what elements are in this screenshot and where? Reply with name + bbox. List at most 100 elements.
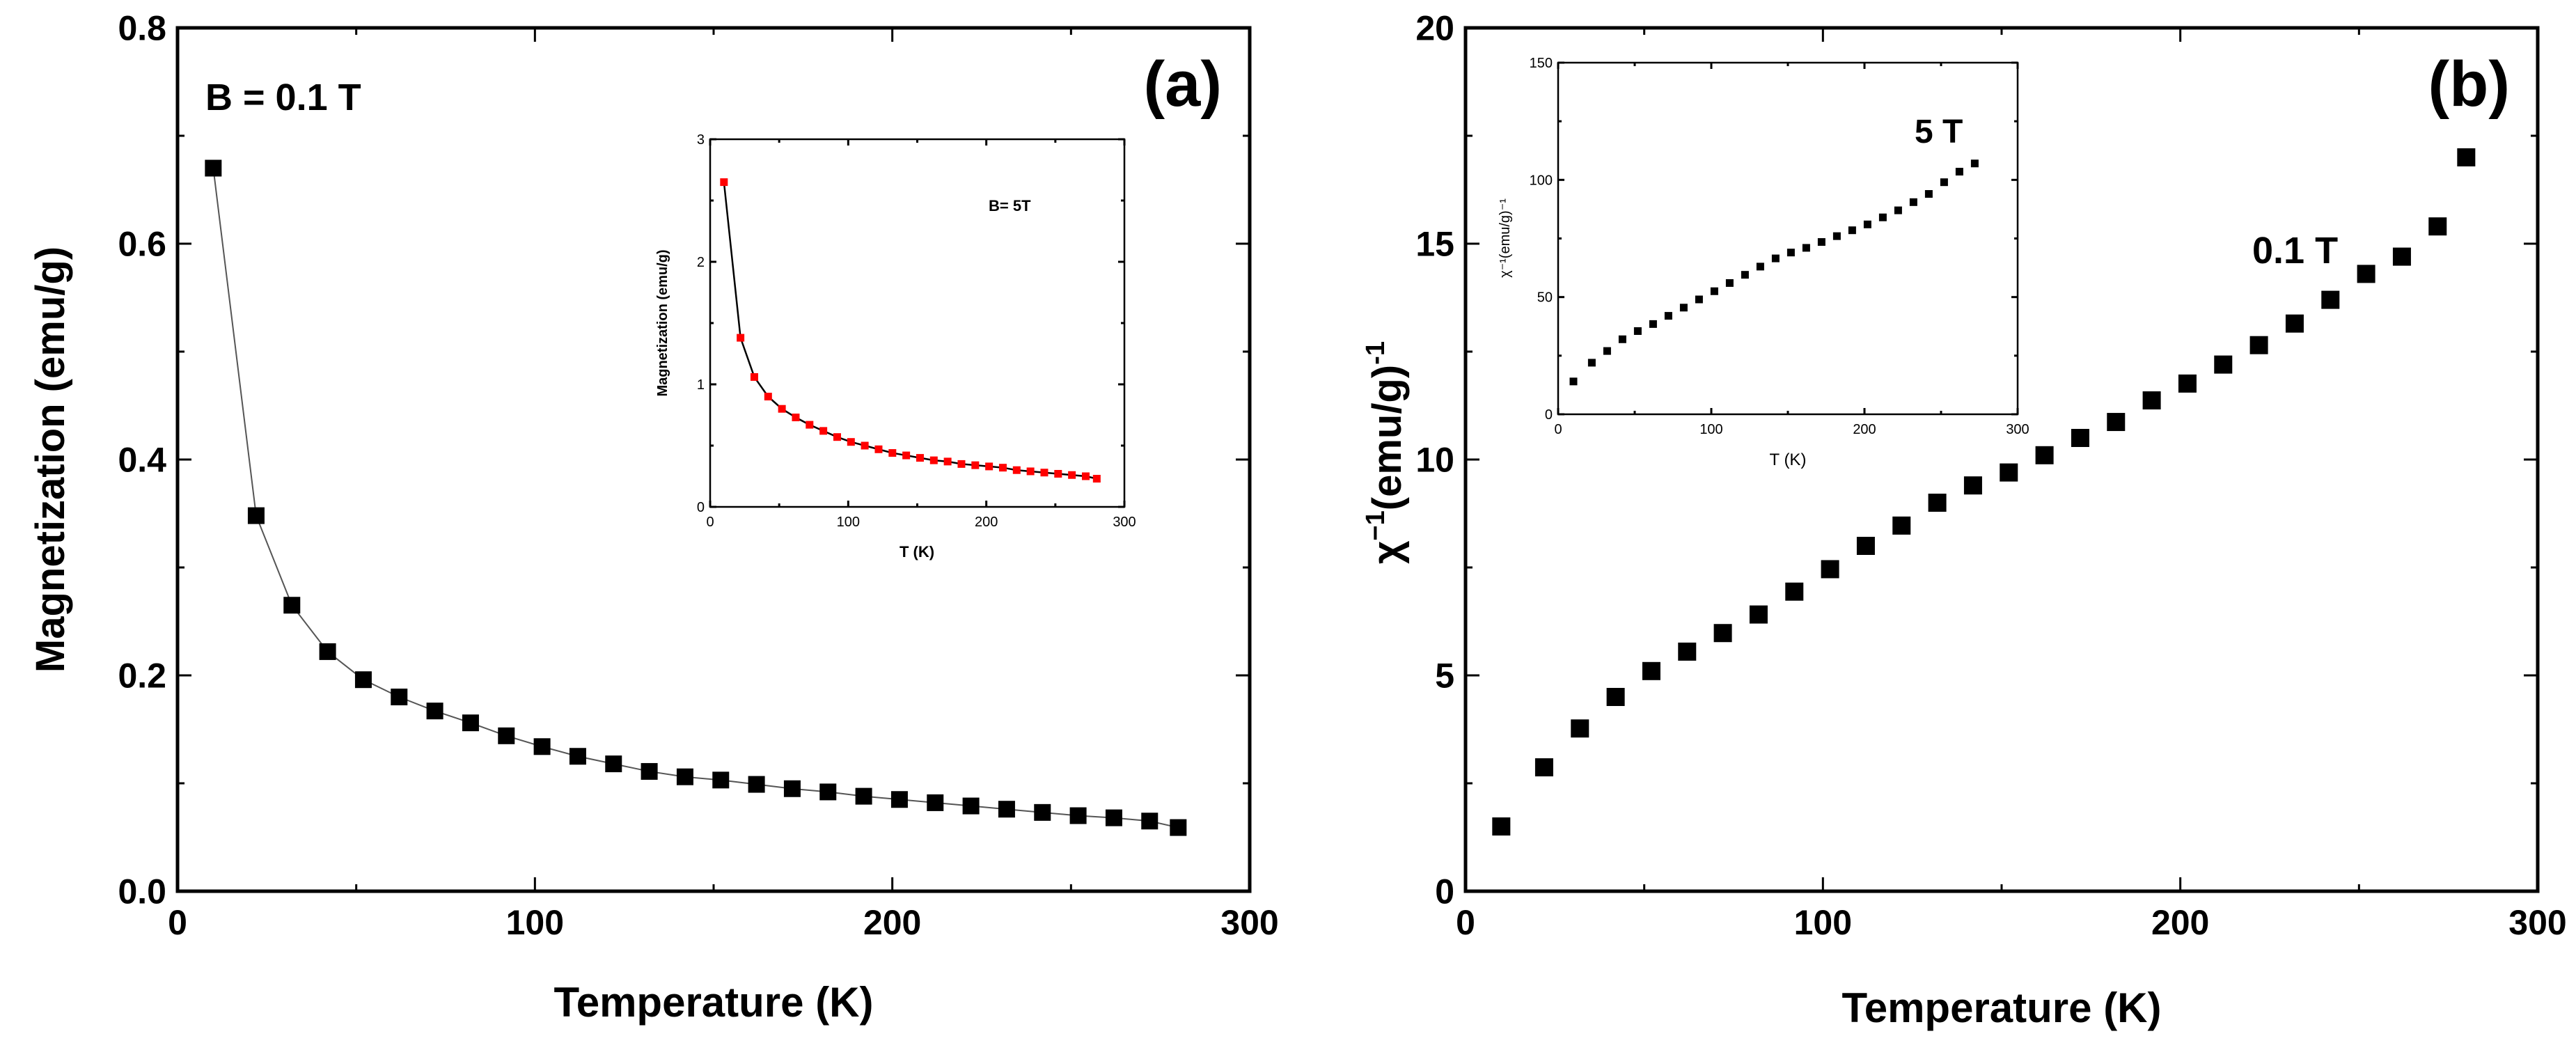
y-tick-label: 0.0 <box>118 872 166 911</box>
data-point <box>1802 244 1810 252</box>
data-point <box>1817 238 1825 246</box>
data-point <box>1026 467 1035 476</box>
data-point <box>462 714 479 732</box>
panel-a-inset-xlabel: T (K) <box>900 543 934 560</box>
x-tick-label: 200 <box>863 903 921 942</box>
data-point <box>1054 469 1062 478</box>
data-point <box>1713 624 1732 643</box>
data-point <box>806 421 814 429</box>
data-point <box>861 441 869 450</box>
data-point <box>2392 247 2411 266</box>
data-point <box>819 783 837 801</box>
data-point <box>1928 494 1947 512</box>
panel-a-inset-marks <box>720 178 1101 483</box>
data-point <box>1170 819 1187 836</box>
data-point <box>1771 254 1780 262</box>
panel-a-inset: 0 100 200 300 0 1 2 3 B= 5T T (K) Magnetization… <box>655 132 1136 560</box>
data-point <box>1848 226 1856 235</box>
data-point <box>1756 262 1764 271</box>
series-line <box>212 168 1179 829</box>
data-point <box>1642 661 1660 680</box>
data-point <box>605 755 622 773</box>
y-tick-label: 0.4 <box>118 441 166 480</box>
y-tick-label: 1 <box>697 377 705 393</box>
data-point <box>1679 304 1688 312</box>
data-point <box>855 787 872 805</box>
data-point <box>2357 265 2375 283</box>
data-point <box>2321 290 2340 309</box>
data-point <box>1569 377 1578 386</box>
data-point <box>929 456 938 464</box>
data-point <box>985 462 994 471</box>
data-point <box>783 780 801 797</box>
x-tick-label: 0 <box>168 903 187 942</box>
data-point <box>1695 295 1703 304</box>
data-point <box>2214 355 2233 374</box>
data-point <box>1785 582 1804 601</box>
data-point <box>641 762 658 780</box>
y-tick-label: 15 <box>1415 225 1454 264</box>
panel-b-inset-annotation: 5 T <box>1915 113 1963 150</box>
data-point <box>1963 476 1982 495</box>
data-point <box>1012 466 1021 474</box>
data-point <box>998 464 1007 472</box>
y-tick-label: 0 <box>1545 407 1553 423</box>
x-tick-label: 100 <box>506 903 564 942</box>
data-point <box>1786 249 1795 257</box>
data-point <box>498 727 515 744</box>
data-point <box>1856 537 1875 555</box>
data-point <box>1571 719 1589 738</box>
data-point <box>205 159 222 177</box>
panel-a-inset-frame <box>709 138 1126 508</box>
panel-a-ylabel: Magnetization (emu/g) <box>28 246 73 673</box>
data-point <box>1821 560 1839 579</box>
panel-b: 0 100 200 300 0 5 10 15 20 (b) 0.1 T Temperature… <box>1361 9 2567 1032</box>
x-tick-label: 300 <box>2006 422 2029 437</box>
x-tick-label: 200 <box>975 515 998 530</box>
data-point <box>1092 475 1101 483</box>
panel-b-inset: 0 100 200 300 0 50 100 150 5 T T (K) χ⁻¹(emu/g)… <box>1498 56 2029 469</box>
data-point <box>1710 287 1718 295</box>
data-point <box>2107 413 2126 432</box>
data-point <box>1940 178 1948 187</box>
data-point <box>927 794 944 811</box>
data-point <box>1105 809 1122 826</box>
y-tick-label: 5 <box>1435 657 1454 696</box>
y-tick-label: 50 <box>1537 290 1553 306</box>
data-point <box>1892 516 1911 535</box>
data-point <box>247 507 265 524</box>
data-point <box>1034 803 1051 821</box>
panel-a-inset-ticks: 0 100 200 300 0 1 2 3 <box>697 132 1136 530</box>
data-point <box>1832 232 1841 240</box>
series-line <box>723 182 1097 480</box>
data-point <box>2142 391 2161 410</box>
data-point <box>1741 271 1749 279</box>
x-tick-label: 0 <box>706 515 714 530</box>
data-point <box>1587 359 1596 367</box>
panel-b-ticks: 0 100 200 300 0 5 10 15 20 <box>1415 9 2566 943</box>
panel-b-field-annotation: 0.1 T <box>2252 230 2338 272</box>
y-tick-label: 0 <box>1435 872 1454 911</box>
data-point <box>778 405 786 413</box>
y-tick-label: 3 <box>697 132 705 148</box>
data-point <box>1970 159 1979 168</box>
panel-b-inset-xlabel: T (K) <box>1770 450 1807 469</box>
panel-a-marks <box>205 159 1187 836</box>
data-point <box>1618 335 1626 343</box>
data-point <box>712 771 730 789</box>
data-point <box>1749 605 1768 624</box>
data-point <box>2249 336 2268 354</box>
data-point <box>1040 469 1049 477</box>
data-point <box>1878 213 1887 221</box>
data-point <box>916 454 924 462</box>
panel-a-inset-annotation: B= 5T <box>989 197 1031 214</box>
data-point <box>1069 807 1087 824</box>
x-tick-label: 0 <box>1456 903 1475 942</box>
data-point <box>569 748 586 765</box>
data-point <box>890 791 908 808</box>
data-point <box>1068 471 1076 479</box>
y-tick-label: 0.2 <box>118 657 166 696</box>
data-point <box>737 334 745 342</box>
panel-b-ylabel: χ−1(emu/g)-1 <box>1361 341 1410 564</box>
